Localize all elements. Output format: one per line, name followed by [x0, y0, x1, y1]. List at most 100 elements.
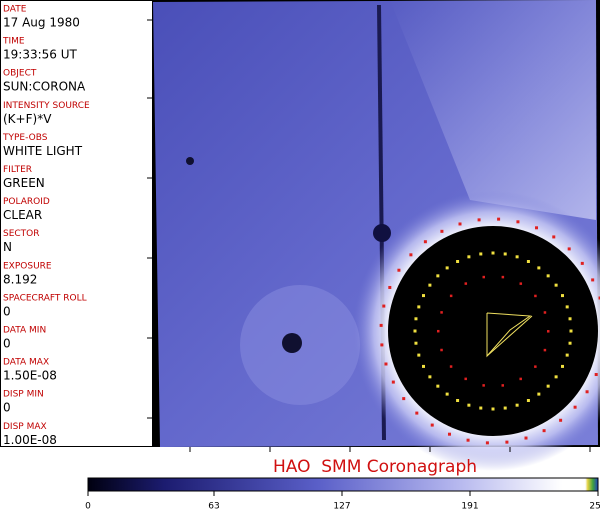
yellow-dot: [445, 392, 449, 396]
colorbar: [87, 477, 599, 492]
sector-outline: [486, 312, 532, 358]
field-value: 17 Aug 1980: [3, 16, 80, 30]
red-dot: [384, 362, 388, 366]
streamer: [390, 0, 596, 220]
yellow-dot: [417, 305, 421, 309]
red-dot: [440, 311, 443, 314]
field-value: (K+F)*V: [3, 112, 52, 126]
red-dot: [440, 348, 443, 352]
yellow-dot: [565, 305, 569, 309]
yellow-dot: [445, 266, 449, 270]
red-dot: [598, 296, 600, 300]
field-value: CLEAR: [3, 208, 42, 222]
yellow-dot: [537, 392, 541, 396]
red-dot: [449, 294, 453, 298]
field-label: DATA MIN: [3, 326, 46, 336]
yellow-dot: [515, 403, 519, 407]
yellow-dot: [456, 398, 460, 402]
red-dot: [409, 253, 413, 257]
red-dot: [580, 261, 584, 265]
red-dot: [482, 384, 485, 387]
red-dot: [447, 432, 451, 436]
occulter: [388, 226, 598, 436]
field-label: INTENSITY SOURCE: [3, 101, 90, 111]
red-dot: [516, 220, 520, 224]
field-value: SUN:CORONA: [3, 80, 86, 94]
yellow-dot: [568, 317, 572, 321]
red-dot: [585, 390, 589, 394]
colorbar-tick-label: 255: [589, 502, 600, 512]
yellow-dot: [436, 274, 440, 278]
field-value: 0: [3, 337, 11, 351]
red-dot: [464, 377, 467, 381]
red-dot: [567, 247, 571, 251]
field-label: EXPOSURE: [3, 261, 52, 271]
yellow-dot: [436, 384, 440, 388]
yellow-dot: [554, 283, 558, 287]
red-dot: [591, 278, 595, 282]
field-value: 8.192: [3, 272, 37, 286]
red-dot: [535, 226, 539, 230]
yellow-dot: [526, 398, 530, 402]
field-label: POLAROID: [3, 197, 50, 207]
red-dot: [501, 275, 505, 279]
yellow-dot: [526, 260, 530, 264]
red-dot: [440, 229, 444, 233]
info-panel: [0, 0, 153, 447]
red-dot: [497, 217, 501, 221]
red-dot: [505, 440, 509, 444]
field-value: 19:33:56 UT: [3, 48, 77, 62]
red-dot: [379, 323, 383, 327]
colorbar-tick-label: 63: [208, 502, 219, 512]
red-dot: [430, 423, 434, 427]
yellow-dot: [413, 329, 417, 333]
yellow-dot: [428, 283, 432, 287]
yellow-dot: [417, 353, 421, 357]
yellow-dot: [560, 364, 564, 368]
field-value: N: [3, 240, 12, 254]
field-label: TYPE-OBS: [2, 133, 48, 143]
red-dot: [449, 365, 453, 368]
sector-line: [486, 315, 533, 357]
red-dot: [402, 397, 406, 401]
red-dot: [397, 268, 401, 272]
red-dot: [542, 429, 546, 433]
colorbar-tick-label: 0: [85, 502, 91, 512]
red-dot: [552, 235, 556, 239]
red-dot: [524, 436, 528, 440]
red-dot: [464, 282, 468, 285]
colorbar-tick-label: 191: [461, 502, 478, 512]
yellow-dot: [569, 329, 573, 333]
field-value: 0: [3, 304, 11, 318]
red-dot: [415, 411, 419, 415]
yellow-dot: [422, 294, 426, 298]
red-dot: [391, 380, 395, 384]
red-dot: [437, 329, 440, 333]
field-label: SECTOR: [3, 229, 40, 239]
red-dot: [543, 311, 547, 314]
yellow-dot: [515, 255, 519, 259]
field-label: DATE: [3, 5, 27, 15]
field-label: OBJECT: [3, 69, 37, 79]
red-dot: [482, 275, 485, 279]
red-dot: [534, 365, 537, 368]
red-dot: [423, 240, 427, 244]
red-dot: [485, 441, 489, 445]
yellow-dot: [479, 406, 483, 410]
red-dot: [519, 377, 522, 381]
yellow-dot: [414, 317, 418, 321]
yellow-dot: [456, 260, 460, 264]
yellow-dot: [546, 274, 550, 278]
red-dot: [477, 218, 481, 222]
field-label: TIME: [2, 37, 25, 47]
field-label: DISP MAX: [3, 422, 47, 432]
yellow-dot: [428, 375, 432, 379]
field-value: GREEN: [3, 176, 45, 190]
field-label: SPACECRAFT ROLL: [3, 293, 87, 303]
red-dot: [559, 418, 563, 422]
red-dot: [594, 373, 598, 377]
red-dot: [388, 285, 392, 289]
yellow-dot: [422, 364, 426, 368]
overlay-dots: [379, 217, 600, 445]
